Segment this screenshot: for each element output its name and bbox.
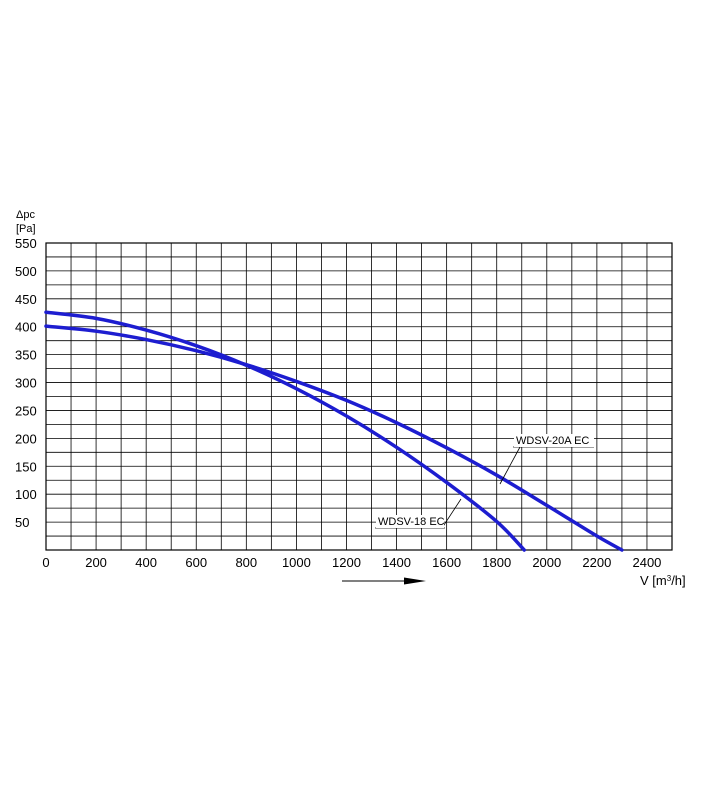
y-tick-label: 200 — [15, 431, 37, 446]
y-tick-label: 250 — [15, 403, 37, 418]
x-tick-label: 2400 — [632, 555, 661, 570]
x-tick-label: 200 — [85, 555, 107, 570]
y-tick-label: 400 — [15, 320, 37, 335]
x-tick-label: 800 — [235, 555, 257, 570]
x-tick-label: 600 — [185, 555, 207, 570]
y-tick-label: 150 — [15, 459, 37, 474]
tick-labels: 0 200 400 600 800 1000 1200 1400 1600 1800 2000 220… — [15, 236, 661, 570]
series-label-wdsv-20a: WDSV-20A EC — [499, 434, 594, 485]
x-tick-label: 2200 — [582, 555, 611, 570]
x-tick-label: 1400 — [382, 555, 411, 570]
legend-label-wdsv-18: WDSV-18 EC — [378, 516, 445, 528]
x-tick-label: 0 — [42, 555, 49, 570]
y-tick-label: 300 — [15, 376, 37, 391]
grid — [45, 242, 673, 551]
plot-frame — [45, 242, 673, 551]
flow-direction-arrow — [342, 577, 426, 585]
x-tick-label: 1000 — [282, 555, 311, 570]
series-line-wdsv-20a-ec — [44, 324, 624, 552]
curves — [44, 310, 624, 552]
y-tick-label: 450 — [15, 292, 37, 307]
series-label-wdsv-18: WDSV-18 EC — [375, 498, 462, 529]
x-tick-label: 2000 — [532, 555, 561, 570]
y-tick-label: 500 — [15, 264, 37, 279]
x-axis-title: V [m3/h] — [640, 573, 686, 588]
legend-label-wdsv-20a: WDSV-20A EC — [516, 435, 589, 447]
x-tick-label: 400 — [135, 555, 157, 570]
y-axis-title-line1: Δpc — [16, 209, 35, 221]
series-line-wdsv-18-ec — [44, 310, 527, 552]
x-tick-label: 1800 — [482, 555, 511, 570]
y-tick-label: 350 — [15, 348, 37, 363]
x-tick-label: 1600 — [432, 555, 461, 570]
y-tick-label: 100 — [15, 487, 37, 502]
y-tick-label: 550 — [15, 236, 37, 251]
y-tick-label: 50 — [15, 515, 29, 530]
y-axis-title-line2: [Pa] — [16, 223, 36, 235]
x-tick-label: 1200 — [332, 555, 361, 570]
